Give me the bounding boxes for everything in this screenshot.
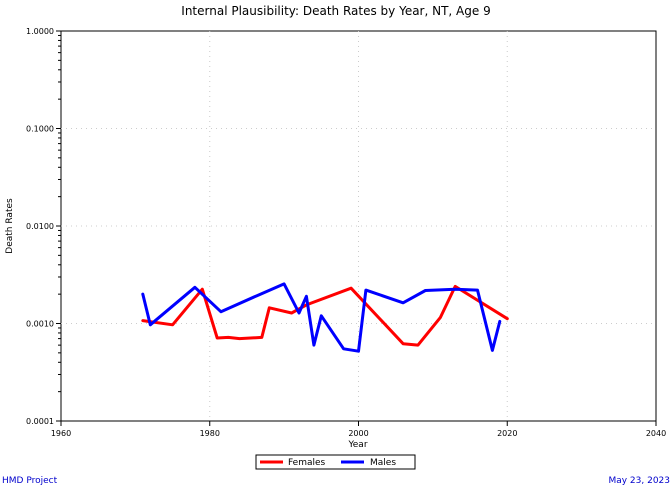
x-tick-label: 2020 [497, 429, 517, 438]
series-layer [141, 282, 509, 353]
footer-source: HMD Project [2, 476, 58, 486]
series-line-females [141, 284, 509, 347]
legend: Females Males [255, 454, 416, 470]
y-axis-label: Death Rates [5, 198, 15, 254]
chart-title: Internal Plausibility: Death Rates by Ye… [181, 4, 490, 18]
legend-box [255, 454, 416, 470]
y-tick-label: 0.0001 [26, 417, 54, 426]
legend-label-females: Females [288, 458, 326, 468]
y-tick-label: 0.1000 [26, 125, 54, 134]
footer-date: May 23, 2023 [608, 476, 670, 486]
legend-label-males: Males [370, 458, 396, 468]
y-tick-label: 0.0100 [26, 222, 54, 231]
y-tick-label: 1.0000 [26, 27, 54, 36]
x-tick-label: 1980 [200, 429, 220, 438]
x-tick-label: 1960 [51, 429, 71, 438]
x-tick-label: 2000 [348, 429, 368, 438]
y-tick-label: 0.0010 [26, 320, 54, 329]
x-tick-label: 2040 [646, 429, 666, 438]
x-axis-label: Year [347, 440, 367, 450]
ticks: 0.0001 0.0010 0.0100 0.1000 1.0000 1960 1980 20… [26, 27, 666, 438]
grid [61, 31, 656, 421]
series-line-males [141, 282, 502, 353]
